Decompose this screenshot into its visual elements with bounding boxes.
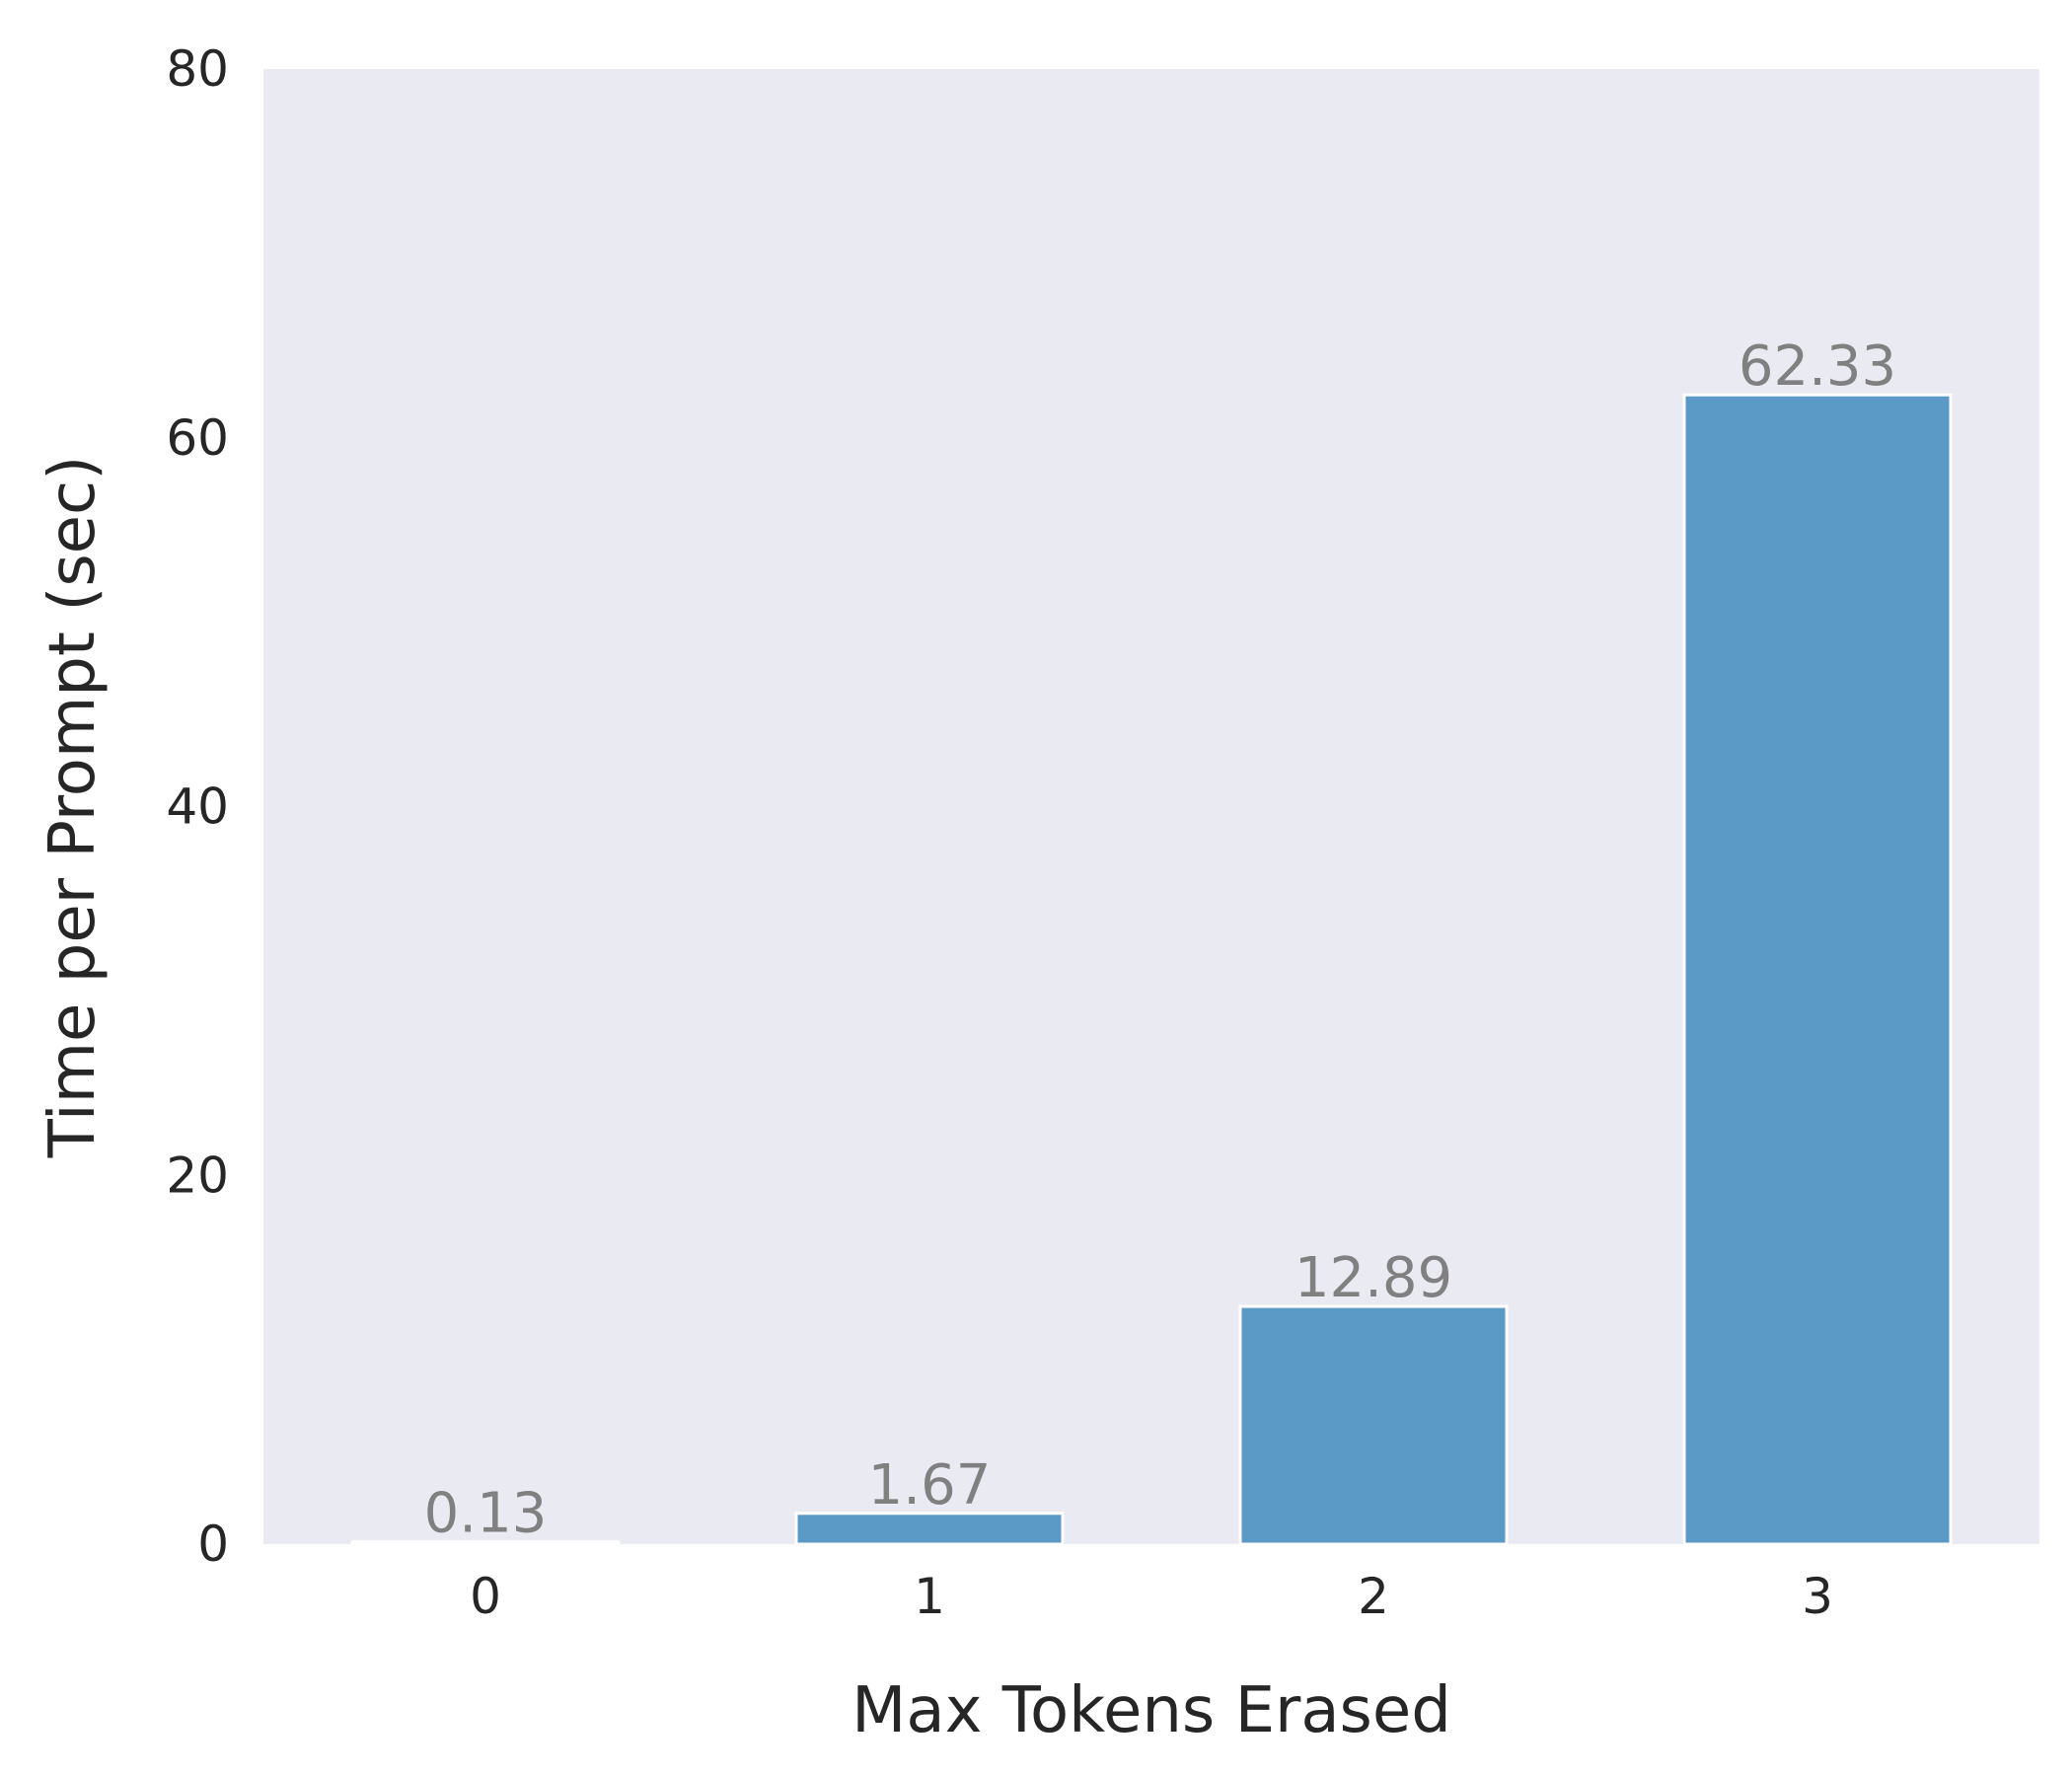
y-tick-labels: 0 20 40 60 80 <box>166 40 229 1573</box>
x-tick-label-2: 2 <box>1358 1568 1389 1625</box>
y-tick-label-60: 60 <box>166 409 229 467</box>
x-tick-label-1: 1 <box>914 1568 945 1625</box>
data-label-2: 12.89 <box>1295 1246 1452 1310</box>
bar-2 <box>1238 1304 1509 1546</box>
y-axis-label: Time per Prompt (sec) <box>37 456 110 1158</box>
bars <box>350 393 1953 1546</box>
bar-0 <box>350 1540 621 1546</box>
y-tick-label-80: 80 <box>166 40 229 98</box>
x-axis-label: Max Tokens Erased <box>851 1674 1451 1747</box>
x-tick-label-3: 3 <box>1802 1568 1833 1625</box>
data-labels: 0.13 1.67 12.89 62.33 <box>424 334 1897 1545</box>
y-tick-label-20: 20 <box>166 1147 229 1204</box>
data-label-3: 62.33 <box>1739 334 1896 399</box>
y-tick-label-40: 40 <box>166 778 229 836</box>
bar-3 <box>1682 393 1953 1546</box>
data-label-1: 1.67 <box>868 1453 992 1517</box>
bar-1 <box>794 1512 1065 1546</box>
x-tick-label-0: 0 <box>470 1568 501 1625</box>
data-label-0: 0.13 <box>424 1482 548 1546</box>
y-tick-label-0: 0 <box>197 1516 229 1573</box>
x-tick-labels: 0 1 2 3 <box>470 1568 1833 1625</box>
